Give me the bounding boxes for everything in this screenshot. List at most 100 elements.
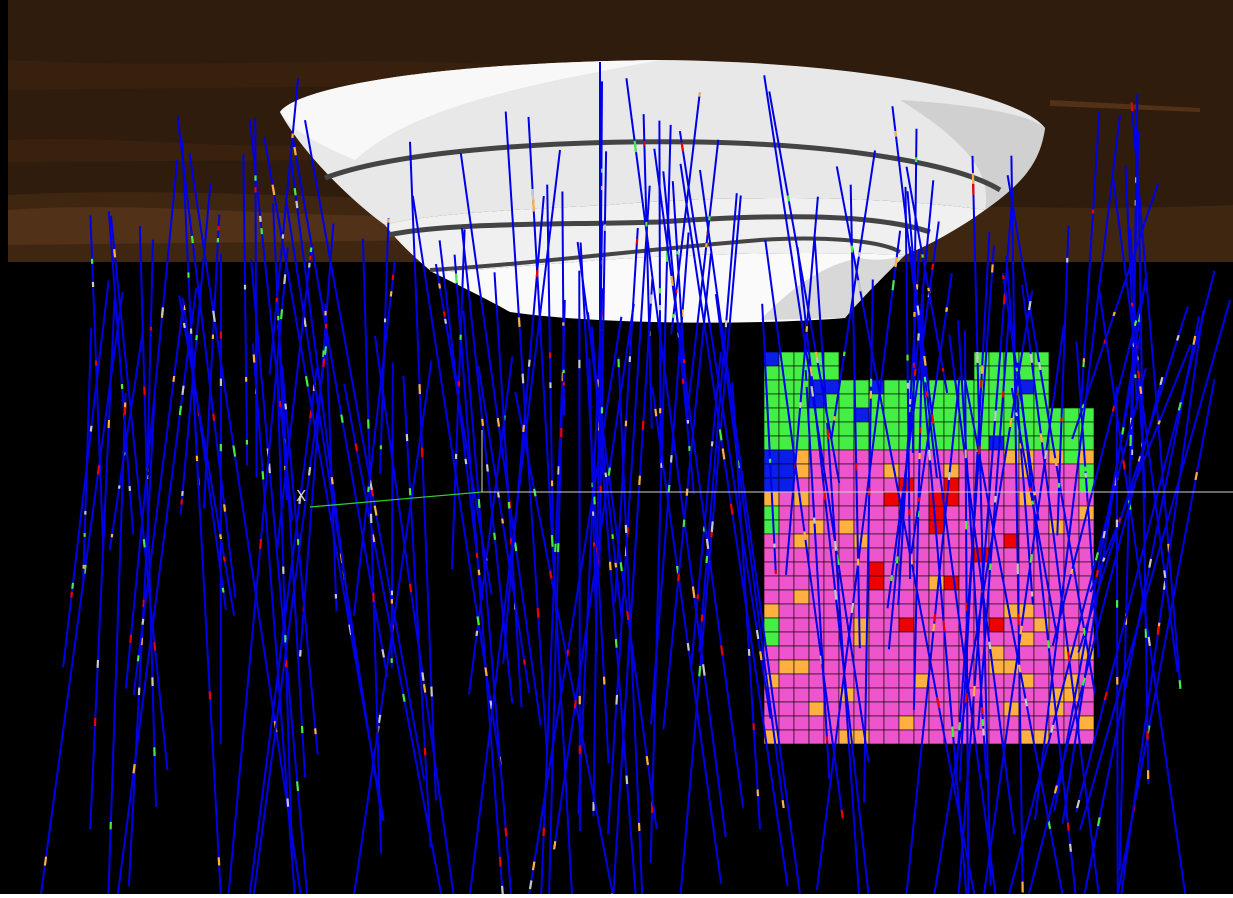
block-cell (839, 394, 854, 408)
drillhole-assay-segment (498, 493, 499, 498)
drillhole-assay-segment (143, 619, 144, 625)
block-cell (944, 464, 959, 478)
drillhole-assay-segment (356, 444, 357, 452)
drillhole-assay-segment (478, 616, 479, 625)
block-cell (884, 394, 899, 408)
drillhole-assay-segment (929, 450, 930, 461)
drillhole-assay-segment (932, 264, 933, 270)
drillhole-assay-segment (288, 798, 289, 806)
drillhole-assay-segment (502, 886, 503, 894)
block-cell (1049, 478, 1064, 492)
block-cell (884, 590, 899, 604)
drillhole-assay-segment (852, 603, 853, 613)
block-cell (794, 674, 809, 688)
block-cell (779, 716, 794, 730)
block-cell (779, 618, 794, 632)
drillhole-assay-segment (1025, 699, 1027, 707)
block-cell (824, 674, 839, 688)
block-cell (914, 674, 929, 688)
block-cell (839, 506, 854, 520)
block-cell (794, 422, 809, 436)
drillhole-assay-segment (647, 756, 648, 765)
drillhole-assay-segment (524, 660, 525, 665)
drillhole-assay-segment (671, 276, 672, 286)
drillhole-assay-segment (918, 306, 919, 316)
drillhole-assay-segment (896, 257, 897, 267)
block-cell (839, 548, 854, 562)
drillhole-assay-segment (112, 534, 113, 537)
block-cell (839, 408, 854, 422)
block-cell (929, 674, 944, 688)
drillhole-assay-segment (707, 539, 708, 549)
block-cell (794, 646, 809, 660)
drillhole-assay-segment (683, 379, 684, 384)
drillhole-assay-segment (280, 401, 281, 407)
block-cell (764, 352, 779, 366)
drillhole-assay-segment (263, 471, 264, 479)
block-cell (779, 688, 794, 702)
block-cell (839, 436, 854, 450)
drillhole-assay-segment (712, 441, 713, 446)
block-cell (764, 506, 779, 520)
drillhole-assay-segment (91, 426, 92, 432)
block-cell (914, 660, 929, 674)
block-cell (854, 380, 869, 394)
drillhole-assay-segment (294, 147, 295, 155)
block-cell (1034, 730, 1049, 744)
drillhole-assay-segment (891, 575, 892, 581)
drillhole-assay-segment (1048, 640, 1049, 648)
block-cell (839, 478, 854, 492)
drillhole-assay-segment (702, 615, 703, 622)
drillhole-assay-segment (534, 489, 535, 497)
drillhole-assay-segment (1103, 558, 1105, 562)
block-cell (869, 534, 884, 548)
block-cell (869, 702, 884, 716)
block-cell (869, 590, 884, 604)
drillhole-assay-segment (959, 722, 960, 730)
drillhole-assay-segment (635, 141, 636, 152)
block-cell (884, 688, 899, 702)
drillhole-assay-segment (965, 693, 967, 702)
drillhole-assay-segment (424, 684, 425, 692)
drillhole-assay-segment (554, 841, 555, 849)
block-cell (824, 660, 839, 674)
drillhole-assay-segment (859, 252, 860, 256)
block-cell (839, 562, 854, 576)
drillhole-assay-segment (934, 614, 935, 622)
drillhole-assay-segment (1138, 371, 1139, 378)
drillhole-assay-segment (213, 414, 214, 421)
drillhole-assay-segment (341, 415, 342, 423)
block-cell (884, 464, 899, 478)
drillhole-assay-segment (995, 496, 996, 502)
drillhole-assay-segment (1177, 335, 1179, 340)
block-cell (989, 618, 1004, 632)
drillhole-assay-segment (1031, 554, 1032, 563)
drillhole-assay-segment (515, 543, 516, 552)
block-cell (794, 590, 809, 604)
drillhole-assay-segment (537, 270, 538, 277)
block-cell (929, 730, 944, 744)
block-cell (899, 660, 914, 674)
block-cell (779, 646, 794, 660)
block-cell (944, 688, 959, 702)
drillhole-assay-segment (893, 280, 894, 290)
drillhole-assay-segment (609, 468, 610, 476)
drillhole-assay-segment (224, 504, 225, 511)
drillhole-assay-segment (439, 284, 440, 289)
block-cell (809, 506, 824, 520)
block-cell (869, 674, 884, 688)
block-cell (854, 730, 869, 744)
drillhole-assay-segment (523, 374, 524, 384)
drillhole-assay-segment (704, 527, 705, 532)
block-cell (869, 688, 884, 702)
drillhole-assay-segment (182, 386, 183, 395)
drillhole-assay-segment (1104, 531, 1105, 538)
block-cell (824, 352, 839, 366)
block-cell (914, 548, 929, 562)
block-cell (779, 366, 794, 380)
drillhole-assay-segment (311, 248, 312, 253)
block-cell (944, 422, 959, 436)
block-cell (809, 688, 824, 702)
